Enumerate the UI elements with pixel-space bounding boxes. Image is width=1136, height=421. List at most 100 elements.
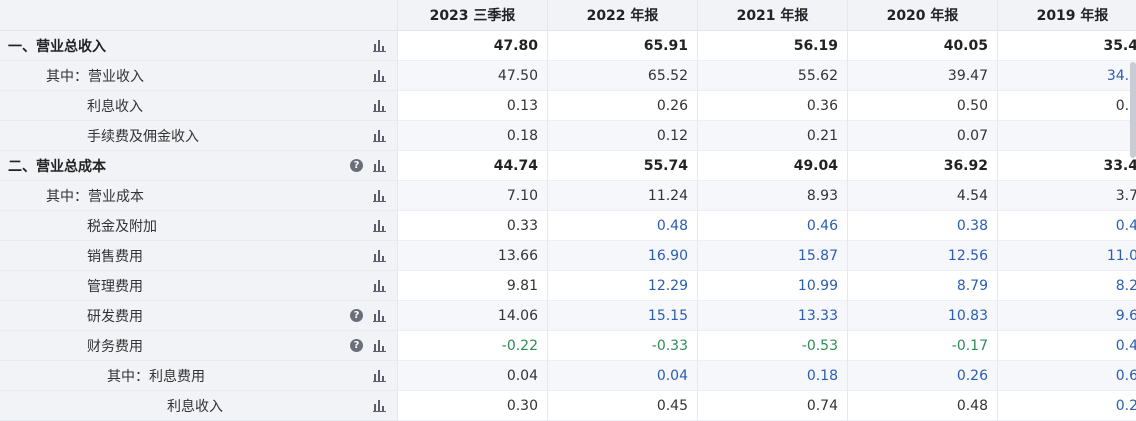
value-cell[interactable]: 8.2 [998, 271, 1136, 301]
value-cell: 0.36 [698, 91, 848, 121]
bar-chart-icon[interactable] [373, 39, 386, 52]
value-cell[interactable]: 16.90 [548, 241, 698, 271]
table-row: 其中：营业收入 47.50 65.52 55.62 39.47 34.6 [0, 61, 1136, 91]
table-row: 税金及附加 0.33 0.48 0.46 0.38 0.4 [0, 211, 1136, 241]
row-label-cell: 销售费用 [0, 241, 398, 271]
value-cell[interactable]: 12.56 [848, 241, 998, 271]
row-label-cell: 其中：利息费用 [0, 361, 398, 391]
table-row: 手续费及佣金收入 0.180.120.210.07- [0, 121, 1136, 151]
bar-chart-icon[interactable] [373, 159, 386, 172]
value-cell[interactable]: 15.87 [698, 241, 848, 271]
bar-chart-icon[interactable] [373, 249, 386, 262]
value-cell: -0.17 [848, 331, 998, 361]
row-label: 利息收入 [167, 398, 223, 415]
value-cell: 0.7 [998, 91, 1136, 121]
value-cell[interactable]: 0.2 [998, 391, 1136, 421]
value-cell: 35.4 [998, 31, 1136, 61]
row-label: 二、营业总成本 [8, 158, 106, 175]
value-cell[interactable]: 8.79 [848, 271, 998, 301]
row-label: 其中：营业收入 [46, 68, 144, 85]
bar-chart-icon[interactable] [373, 189, 386, 202]
value-cell[interactable]: 9.6 [998, 301, 1136, 331]
value-cell: 0.12 [548, 121, 698, 151]
column-header[interactable]: 2021 年报 [698, 0, 848, 31]
value-cell: 55.62 [698, 61, 848, 91]
value-cell[interactable]: 0.26 [848, 361, 998, 391]
value-cell[interactable]: 0.4 [998, 211, 1136, 241]
table-row: 研发费用? 14.06 15.15 13.33 10.83 9.6 [0, 301, 1136, 331]
row-label-cell: 利息收入 [0, 91, 398, 121]
bar-chart-icon[interactable] [373, 339, 386, 352]
bar-chart-icon[interactable] [373, 129, 386, 142]
column-header[interactable]: 2020 年报 [848, 0, 998, 31]
value-cell: 8.93 [698, 181, 848, 211]
value-cell[interactable]: 10.99 [698, 271, 848, 301]
value-cell[interactable]: 0.18 [698, 361, 848, 391]
value-cell: 39.47 [848, 61, 998, 91]
header-label-cell [0, 0, 398, 31]
row-label-cell: 管理费用 [0, 271, 398, 301]
value-cell: 65.91 [548, 31, 698, 61]
question-circle-icon[interactable]: ? [350, 339, 363, 352]
bar-chart-icon[interactable] [373, 309, 386, 322]
vertical-scrollbar[interactable] [1130, 62, 1136, 158]
bar-chart-icon[interactable] [373, 219, 386, 232]
row-label: 销售费用 [87, 248, 143, 265]
value-cell[interactable]: 11.0 [998, 241, 1136, 271]
value-cell: 47.80 [398, 31, 548, 61]
value-cell: 0.07 [848, 121, 998, 151]
value-cell[interactable]: 13.33 [698, 301, 848, 331]
value-cell: 65.52 [548, 61, 698, 91]
table-row: 其中：利息费用 0.04 0.04 0.18 0.26 0.6 [0, 361, 1136, 391]
table-row: 一、营业总收入 47.80 65.91 56.19 40.05 35.4 [0, 31, 1136, 61]
value-cell: 11.24 [548, 181, 698, 211]
value-cell[interactable]: 12.29 [548, 271, 698, 301]
value-cell[interactable]: 0.04 [548, 361, 698, 391]
row-label-cell: 其中：营业收入 [0, 61, 398, 91]
value-cell: 33.4 [998, 151, 1136, 181]
row-label-cell: 研发费用? [0, 301, 398, 331]
value-cell: 4.54 [848, 181, 998, 211]
row-label: 利息收入 [87, 98, 143, 115]
value-cell: 0.33 [398, 211, 548, 241]
row-label: 一、营业总收入 [8, 38, 106, 55]
question-circle-icon[interactable]: ? [350, 159, 363, 172]
table-row: 其中：营业成本 7.10 11.24 8.93 4.54 3.7 [0, 181, 1136, 211]
value-cell: 13.66 [398, 241, 548, 271]
row-label: 手续费及佣金收入 [87, 128, 199, 145]
row-label: 研发费用 [87, 308, 143, 325]
value-cell: -0.33 [548, 331, 698, 361]
bar-chart-icon[interactable] [373, 99, 386, 112]
value-cell: 0.48 [848, 391, 998, 421]
value-cell: 3.7 [998, 181, 1136, 211]
value-cell[interactable]: 34.6 [998, 61, 1136, 91]
row-label-cell: 手续费及佣金收入 [0, 121, 398, 151]
value-cell[interactable]: 15.15 [548, 301, 698, 331]
value-cell: 47.50 [398, 61, 548, 91]
row-label: 财务费用 [87, 338, 143, 355]
table-row: 销售费用 13.66 16.90 15.87 12.56 11.0 [0, 241, 1136, 271]
value-cell[interactable]: 0.4 [998, 331, 1136, 361]
value-cell: 44.74 [398, 151, 548, 181]
column-header[interactable]: 2019 年报 [998, 0, 1136, 31]
value-cell: 0.30 [398, 391, 548, 421]
column-header[interactable]: 2022 年报 [548, 0, 698, 31]
question-circle-icon[interactable]: ? [350, 309, 363, 322]
value-cell[interactable]: 0.38 [848, 211, 998, 241]
value-cell: 14.06 [398, 301, 548, 331]
value-cell: 49.04 [698, 151, 848, 181]
bar-chart-icon[interactable] [373, 69, 386, 82]
row-label-cell: 税金及附加 [0, 211, 398, 241]
bar-chart-icon[interactable] [373, 279, 386, 292]
table-row: 管理费用 9.81 12.29 10.99 8.79 8.2 [0, 271, 1136, 301]
value-cell[interactable]: 0.48 [548, 211, 698, 241]
bar-chart-icon[interactable] [373, 369, 386, 382]
value-cell[interactable]: 0.6 [998, 361, 1136, 391]
value-cell[interactable]: 0.46 [698, 211, 848, 241]
column-header[interactable]: 2023 三季报 [398, 0, 548, 31]
table-row: 利息收入 0.30 0.45 0.74 0.48 0.2 [0, 391, 1136, 421]
value-cell: 0.26 [548, 91, 698, 121]
row-label-cell: 利息收入 [0, 391, 398, 421]
bar-chart-icon[interactable] [373, 399, 386, 412]
value-cell[interactable]: 10.83 [848, 301, 998, 331]
